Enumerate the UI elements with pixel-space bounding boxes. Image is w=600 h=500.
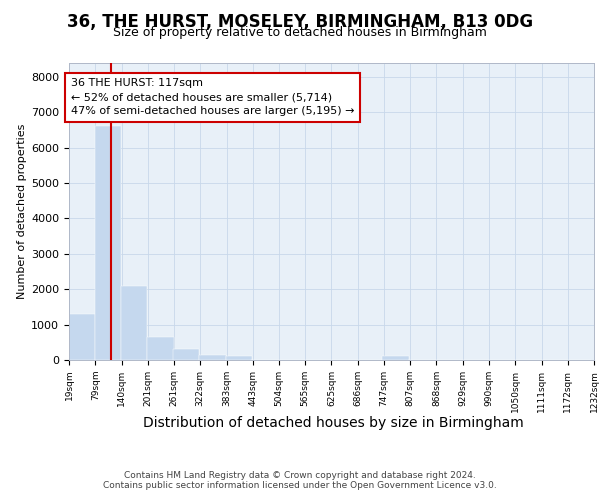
Bar [382, 356, 409, 360]
Bar [95, 126, 121, 360]
Text: Distribution of detached houses by size in Birmingham: Distribution of detached houses by size … [143, 416, 523, 430]
Bar [121, 286, 148, 360]
Bar [148, 337, 173, 360]
Text: Size of property relative to detached houses in Birmingham: Size of property relative to detached ho… [113, 26, 487, 39]
Y-axis label: Number of detached properties: Number of detached properties [17, 124, 27, 299]
Text: 36, THE HURST, MOSELEY, BIRMINGHAM, B13 0DG: 36, THE HURST, MOSELEY, BIRMINGHAM, B13 … [67, 12, 533, 30]
Text: 36 THE HURST: 117sqm
← 52% of detached houses are smaller (5,714)
47% of semi-de: 36 THE HURST: 117sqm ← 52% of detached h… [71, 78, 354, 116]
Bar [226, 356, 252, 360]
Text: Contains HM Land Registry data © Crown copyright and database right 2024.
Contai: Contains HM Land Registry data © Crown c… [103, 470, 497, 490]
Bar [199, 354, 226, 360]
Bar [69, 314, 95, 360]
Bar [173, 350, 199, 360]
